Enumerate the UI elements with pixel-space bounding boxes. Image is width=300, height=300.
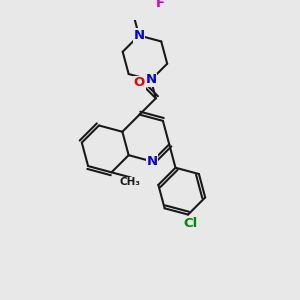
Text: N: N <box>146 155 158 168</box>
Text: O: O <box>134 76 145 89</box>
Text: N: N <box>134 29 145 42</box>
Text: Cl: Cl <box>183 217 198 230</box>
Text: N: N <box>145 74 157 86</box>
Text: CH₃: CH₃ <box>120 177 141 187</box>
Text: F: F <box>156 0 165 10</box>
